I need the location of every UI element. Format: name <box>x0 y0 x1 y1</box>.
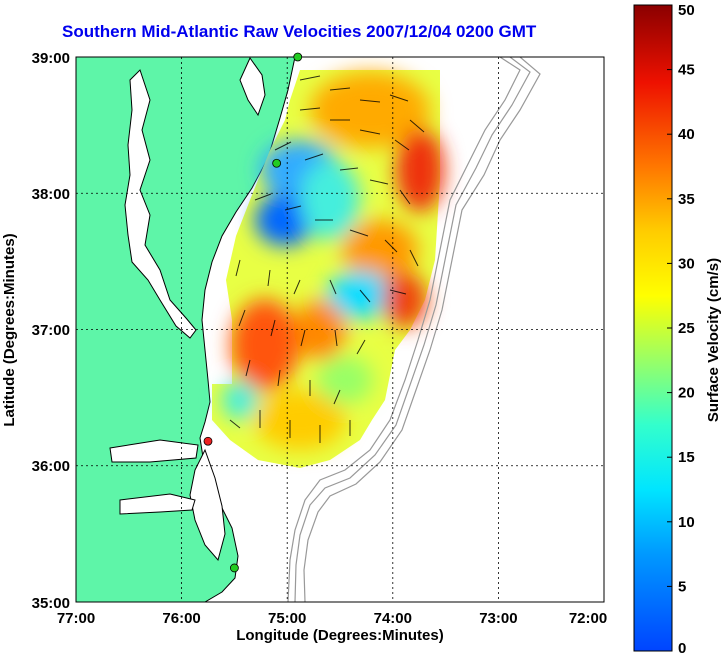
y-tick-label: 39:00 <box>32 50 70 67</box>
pamlico-sound <box>189 448 226 562</box>
colorbar-tick-label: 5 <box>678 578 686 595</box>
delaware-bay <box>239 57 266 117</box>
station-delmarva-marker <box>272 158 282 168</box>
plot-frame <box>75 56 605 603</box>
colorbar-tick-label: 30 <box>678 255 695 272</box>
y-tick-labels: 39:00 38:00 37:00 36:00 35:00 <box>32 50 70 612</box>
station-markers <box>203 52 303 573</box>
colorbar-tick-label: 35 <box>678 191 695 208</box>
x-tick-label: 75:00 <box>268 610 306 627</box>
colorbar-tick-label: 20 <box>678 385 695 402</box>
x-tick-label: 72:00 <box>569 610 607 627</box>
colorbar-tick-label: 25 <box>678 320 695 337</box>
colorbar-ticks: 0 5 10 15 20 25 30 35 40 45 50 <box>667 2 695 657</box>
albemarle-sound <box>109 439 199 463</box>
colorbar-tick-label: 45 <box>678 62 695 79</box>
colorbar-tick-label: 0 <box>678 640 686 657</box>
x-axis-label: Longitude (Degrees:Minutes) <box>236 627 444 644</box>
y-tick-label: 35:00 <box>32 595 70 612</box>
pamlico-river <box>119 493 196 515</box>
chesapeake-bay <box>124 69 197 339</box>
station-north-marker <box>293 52 303 62</box>
y-tick-label: 36:00 <box>32 458 70 475</box>
colorbar-tick-label: 40 <box>678 126 695 143</box>
colorbar-tick-label: 50 <box>678 2 695 19</box>
station-duck-marker <box>203 436 213 446</box>
station-hatteras-marker <box>229 563 239 573</box>
y-tick-label: 38:00 <box>32 186 70 203</box>
x-tick-labels: 77:00 76:00 75:00 74:00 73:00 72:00 <box>57 610 607 627</box>
y-axis-label: Latitude (Degrees:Minutes) <box>1 233 18 426</box>
x-tick-label: 77:00 <box>57 610 95 627</box>
map-title: Southern Mid-Atlantic Raw Velocities 200… <box>62 22 537 41</box>
colorbar <box>633 4 673 652</box>
x-tick-label: 73:00 <box>479 610 517 627</box>
bathymetry-contours <box>287 57 541 602</box>
colorbar-label: Surface Velocity (cm/s) <box>705 258 722 422</box>
grid <box>76 57 604 602</box>
colorbar-tick-label: 10 <box>678 514 695 531</box>
y-tick-label: 37:00 <box>32 322 70 339</box>
x-tick-label: 76:00 <box>162 610 200 627</box>
x-tick-label: 74:00 <box>374 610 412 627</box>
velocity-field <box>212 70 444 468</box>
colorbar-tick-label: 15 <box>678 449 695 466</box>
